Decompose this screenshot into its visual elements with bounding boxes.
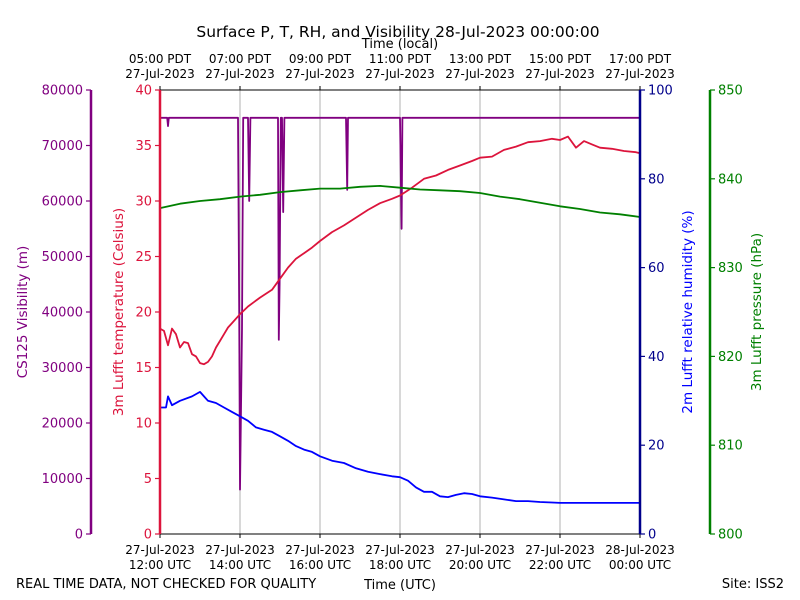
x-tick-date: 27-Jul-2023: [365, 543, 435, 557]
visibility-tick-label: 20000: [42, 417, 83, 432]
pressure-tick-label: 820: [718, 350, 743, 365]
x-tick-time: 18:00 UTC: [369, 558, 431, 572]
temperature-tick-label: 5: [144, 472, 152, 487]
series-temperature-line: [159, 135, 641, 366]
humidity-tick-label: 20: [648, 439, 665, 454]
pressure-axis-label: 3m Lufft pressure (hPa): [749, 233, 765, 391]
top-tick-date: 27-Jul-2023: [285, 67, 355, 81]
humidity-tick-label: 60: [648, 261, 665, 276]
top-tick-date: 27-Jul-2023: [205, 67, 275, 81]
humidity-tick-label: 80: [648, 172, 665, 187]
x-tick-date: 27-Jul-2023: [125, 543, 195, 557]
humidity-tick-label: 0: [648, 528, 656, 543]
x-tick-time: 20:00 UTC: [449, 558, 511, 572]
x-tick-time: 00:00 UTC: [609, 558, 671, 572]
visibility-tick-label: 70000: [42, 139, 83, 154]
pressure-tick-label: 840: [718, 172, 743, 187]
x-tick-time: 16:00 UTC: [289, 558, 351, 572]
humidity-tick-label: 40: [648, 350, 665, 365]
top-tick-date: 27-Jul-2023: [365, 67, 435, 81]
top-tick-date: 27-Jul-2023: [125, 67, 195, 81]
visibility-tick-label: 50000: [42, 250, 83, 265]
temperature-tick-label: 15: [135, 361, 152, 376]
temperature-tick-label: 25: [135, 250, 152, 265]
top-tick-time: 13:00 PDT: [449, 52, 512, 66]
top-tick-time: 09:00 PDT: [289, 52, 352, 66]
visibility-tick-label: 40000: [42, 306, 83, 321]
visibility-tick-label: 80000: [42, 84, 83, 99]
x-tick-date: 27-Jul-2023: [285, 543, 355, 557]
top-tick-time: 17:00 PDT: [609, 52, 672, 66]
x-tick-date: 27-Jul-2023: [205, 543, 275, 557]
top-tick-date: 27-Jul-2023: [445, 67, 515, 81]
series-humidity-line: [160, 390, 640, 504]
footer-site-label: Site: ISS2: [722, 577, 784, 592]
bottom-axis-label: Time (UTC): [363, 578, 436, 593]
visibility-tick-label: 10000: [42, 472, 83, 487]
x-tick-time: 22:00 UTC: [529, 558, 591, 572]
pressure-tick-label: 830: [718, 261, 743, 276]
temperature-axis-label: 3m Lufft temperature (Celsius): [111, 208, 127, 416]
chart-title: Surface P, T, RH, and Visibility 28-Jul-…: [196, 23, 599, 41]
series-visibility-line: [160, 116, 640, 491]
temperature-tick-label: 0: [144, 528, 152, 543]
temperature-tick-label: 35: [135, 139, 152, 154]
x-tick-date: 27-Jul-2023: [525, 543, 595, 557]
series-pressure-line: [159, 184, 641, 218]
temperature-tick-label: 40: [135, 84, 152, 99]
x-tick-time: 14:00 UTC: [209, 558, 271, 572]
x-tick-date: 27-Jul-2023: [445, 543, 515, 557]
x-tick-time: 12:00 UTC: [129, 558, 191, 572]
visibility-tick-label: 60000: [42, 195, 83, 210]
pressure-tick-label: 850: [718, 84, 743, 99]
temperature-tick-label: 10: [135, 417, 152, 432]
pressure-tick-label: 800: [718, 528, 743, 543]
pressure-tick-label: 810: [718, 439, 743, 454]
top-axis-label: Time (local): [361, 37, 438, 52]
footer-left-note: REAL TIME DATA, NOT CHECKED FOR QUALITY: [16, 577, 316, 592]
humidity-tick-label: 100: [648, 84, 673, 99]
series-layer: [159, 116, 641, 504]
x-tick-date: 28-Jul-2023: [605, 543, 675, 557]
visibility-tick-label: 30000: [42, 361, 83, 376]
humidity-axis-label: 2m Lufft relative humidity (%): [680, 210, 696, 413]
temperature-tick-label: 30: [135, 195, 152, 210]
top-tick-time: 07:00 PDT: [209, 52, 272, 66]
top-tick-date: 27-Jul-2023: [525, 67, 595, 81]
visibility-axis-label: CS125 Visibility (m): [15, 246, 31, 379]
top-tick-date: 27-Jul-2023: [605, 67, 675, 81]
temperature-tick-label: 20: [135, 306, 152, 321]
top-tick-time: 11:00 PDT: [369, 52, 432, 66]
top-tick-time: 15:00 PDT: [529, 52, 592, 66]
top-tick-time: 05:00 PDT: [129, 52, 192, 66]
visibility-tick-label: 0: [75, 528, 83, 543]
